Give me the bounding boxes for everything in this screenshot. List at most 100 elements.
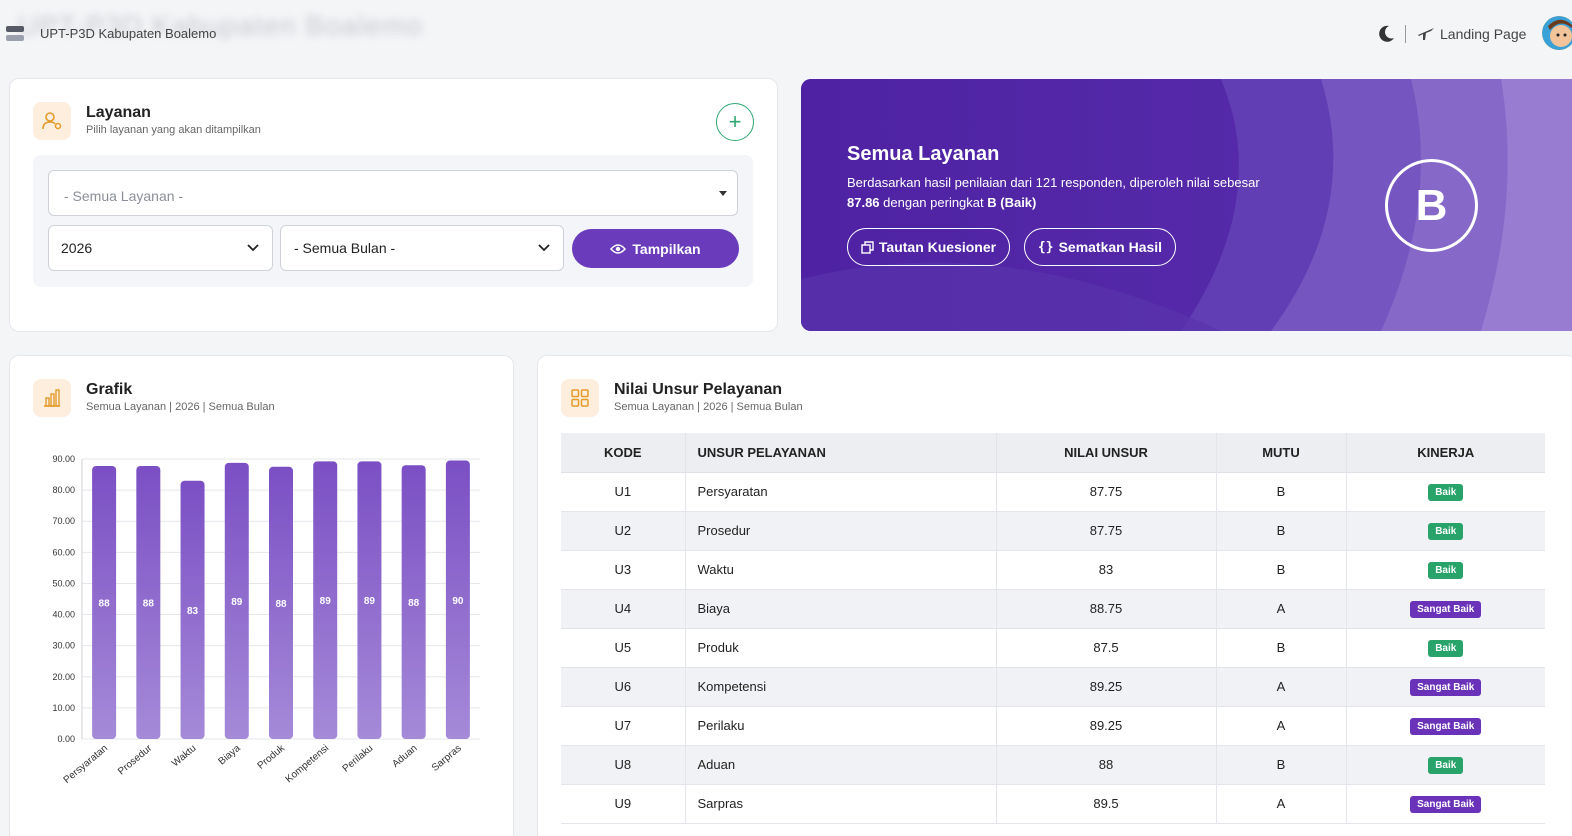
divider (1405, 25, 1406, 43)
layanan-card: Layanan Pilih layanan yang akan ditampil… (9, 78, 778, 332)
cell-kinerja: Baik (1346, 628, 1545, 668)
table-row: U1 Persyaratan 87.75 B Baik (561, 472, 1545, 512)
kinerja-badge: Sangat Baik (1410, 600, 1482, 618)
bar-chart: 0.00 10.00 20.00 30.00 40.00 50.00 60.00 70.00 8… (52, 454, 480, 786)
landing-page-link[interactable]: Landing Page (1440, 26, 1527, 42)
table-row: U6 Kompetensi 89.25 A Sangat Baik (561, 667, 1545, 707)
cell-mutu: A (1216, 784, 1347, 824)
cell-kinerja: Sangat Baik (1346, 589, 1545, 629)
cell-kode: U8 (561, 745, 686, 785)
kinerja-badge: Baik (1428, 483, 1464, 501)
service-select[interactable]: - Semua Layanan - (48, 170, 738, 216)
year-select[interactable]: 2026 (48, 225, 273, 271)
moon-icon[interactable] (1376, 24, 1396, 44)
kinerja-badge: Baik (1428, 561, 1464, 579)
bar-data-label: 89 (364, 596, 376, 607)
cell-mutu: B (1216, 511, 1347, 551)
caret-down-icon (719, 191, 727, 196)
kinerja-badge: Baik (1428, 639, 1464, 657)
y-tick-label: 60.00 (52, 547, 75, 557)
embed-result-button[interactable]: {} Sematkan Hasil (1024, 228, 1176, 266)
bar (401, 465, 426, 739)
kinerja-badge: Baik (1428, 756, 1464, 774)
kinerja-badge: Sangat Baik (1410, 717, 1482, 735)
menu-icon[interactable] (6, 26, 24, 44)
bar (224, 462, 249, 739)
bar-data-label: 88 (275, 599, 287, 610)
nilai-title: Nilai Unsur Pelayanan (614, 381, 783, 398)
bar (445, 460, 470, 739)
y-tick-label: 20.00 (52, 672, 75, 682)
year-select-value: 2026 (61, 240, 93, 256)
add-button[interactable]: + (716, 103, 754, 141)
cell-kinerja: Sangat Baik (1346, 667, 1545, 707)
x-tick-label: Persyaratan (62, 743, 110, 786)
grid-icon (561, 379, 599, 417)
bar-chart-icon (33, 379, 71, 417)
header-mutu: MUTU (1216, 433, 1347, 473)
questionnaire-link-button[interactable]: Tautan Kuesioner (847, 228, 1010, 266)
banner-description: Berdasarkan hasil penilaian dari 121 res… (847, 173, 1267, 213)
cell-kode: U6 (561, 667, 686, 707)
cell-kode: U1 (561, 472, 686, 512)
show-button[interactable]: Tampilkan (572, 229, 739, 268)
table-row: U2 Prosedur 87.75 B Baik (561, 511, 1545, 551)
table-row: U7 Perilaku 89.25 A Sangat Baik (561, 706, 1545, 746)
avatar[interactable] (1542, 16, 1572, 50)
cell-unsur: Aduan (685, 745, 997, 785)
copy-icon (861, 240, 874, 254)
embed-result-label: Sematkan Hasil (1058, 239, 1163, 255)
cell-nilai: 83 (996, 550, 1217, 590)
summary-banner: Semua Layanan Berdasarkan hasil penilaia… (801, 79, 1572, 331)
cell-mutu: A (1216, 589, 1347, 629)
x-tick-label: Produk (256, 742, 288, 771)
chart-title: Grafik (86, 381, 133, 398)
bar (357, 461, 382, 739)
y-tick-label: 90.00 (52, 454, 75, 464)
header-kinerja: KINERJA (1346, 433, 1545, 473)
bar (136, 466, 161, 739)
kinerja-badge: Baik (1428, 522, 1464, 540)
filter-panel: - Semua Layanan - 2026 - Semua Bulan - T… (33, 155, 753, 287)
cell-nilai: 87.75 (996, 511, 1217, 551)
table-header-row: KODE UNSUR PELAYANAN NILAI UNSUR MUTU KI… (561, 433, 1545, 473)
eye-icon (610, 243, 627, 254)
table-row: U5 Produk 87.5 B Baik (561, 628, 1545, 668)
cell-kode: U2 (561, 511, 686, 551)
cell-kode: U9 (561, 784, 686, 824)
banner-rating: B (Baik) (987, 195, 1037, 210)
chevron-down-icon (538, 244, 550, 252)
show-button-label: Tampilkan (632, 240, 701, 257)
cell-nilai: 88.75 (996, 589, 1217, 629)
questionnaire-link-label: Tautan Kuesioner (878, 239, 997, 255)
kinerja-badge: Sangat Baik (1410, 678, 1482, 696)
bar (269, 466, 293, 739)
bar-data-label: 89 (231, 597, 243, 608)
cell-kinerja: Baik (1346, 472, 1545, 512)
bar-data-label: 90 (452, 596, 464, 607)
chevron-down-icon (247, 244, 259, 252)
cell-kinerja: Baik (1346, 550, 1545, 590)
cell-mutu: A (1216, 667, 1347, 707)
table-row: U3 Waktu 83 B Baik (561, 550, 1545, 590)
x-tick-label: Sarpras (430, 743, 464, 774)
y-tick-label: 0.00 (57, 734, 75, 744)
banner-text-part: Berdasarkan hasil penilaian dari 121 res… (847, 175, 1260, 190)
cell-mutu: B (1216, 550, 1347, 590)
kinerja-badge: Sangat Baik (1410, 795, 1482, 813)
cell-unsur: Prosedur (685, 511, 997, 551)
cell-kinerja: Sangat Baik (1346, 706, 1545, 746)
cell-kode: U3 (561, 550, 686, 590)
plane-icon[interactable] (1416, 24, 1436, 44)
nilai-unsur-table: KODE UNSUR PELAYANAN NILAI UNSUR MUTU KI… (561, 433, 1545, 824)
cell-unsur: Sarpras (685, 784, 997, 824)
cell-kinerja: Baik (1346, 511, 1545, 551)
month-select[interactable]: - Semua Bulan - (280, 225, 564, 271)
service-select-value: - Semua Layanan - (64, 188, 184, 204)
y-tick-label: 70.00 (52, 516, 75, 526)
cell-unsur: Persyaratan (685, 472, 997, 512)
cell-nilai: 88 (996, 745, 1217, 785)
cell-nilai: 89.5 (996, 784, 1217, 824)
cell-unsur: Waktu (685, 550, 997, 590)
table-row: U8 Aduan 88 B Baik (561, 745, 1545, 785)
